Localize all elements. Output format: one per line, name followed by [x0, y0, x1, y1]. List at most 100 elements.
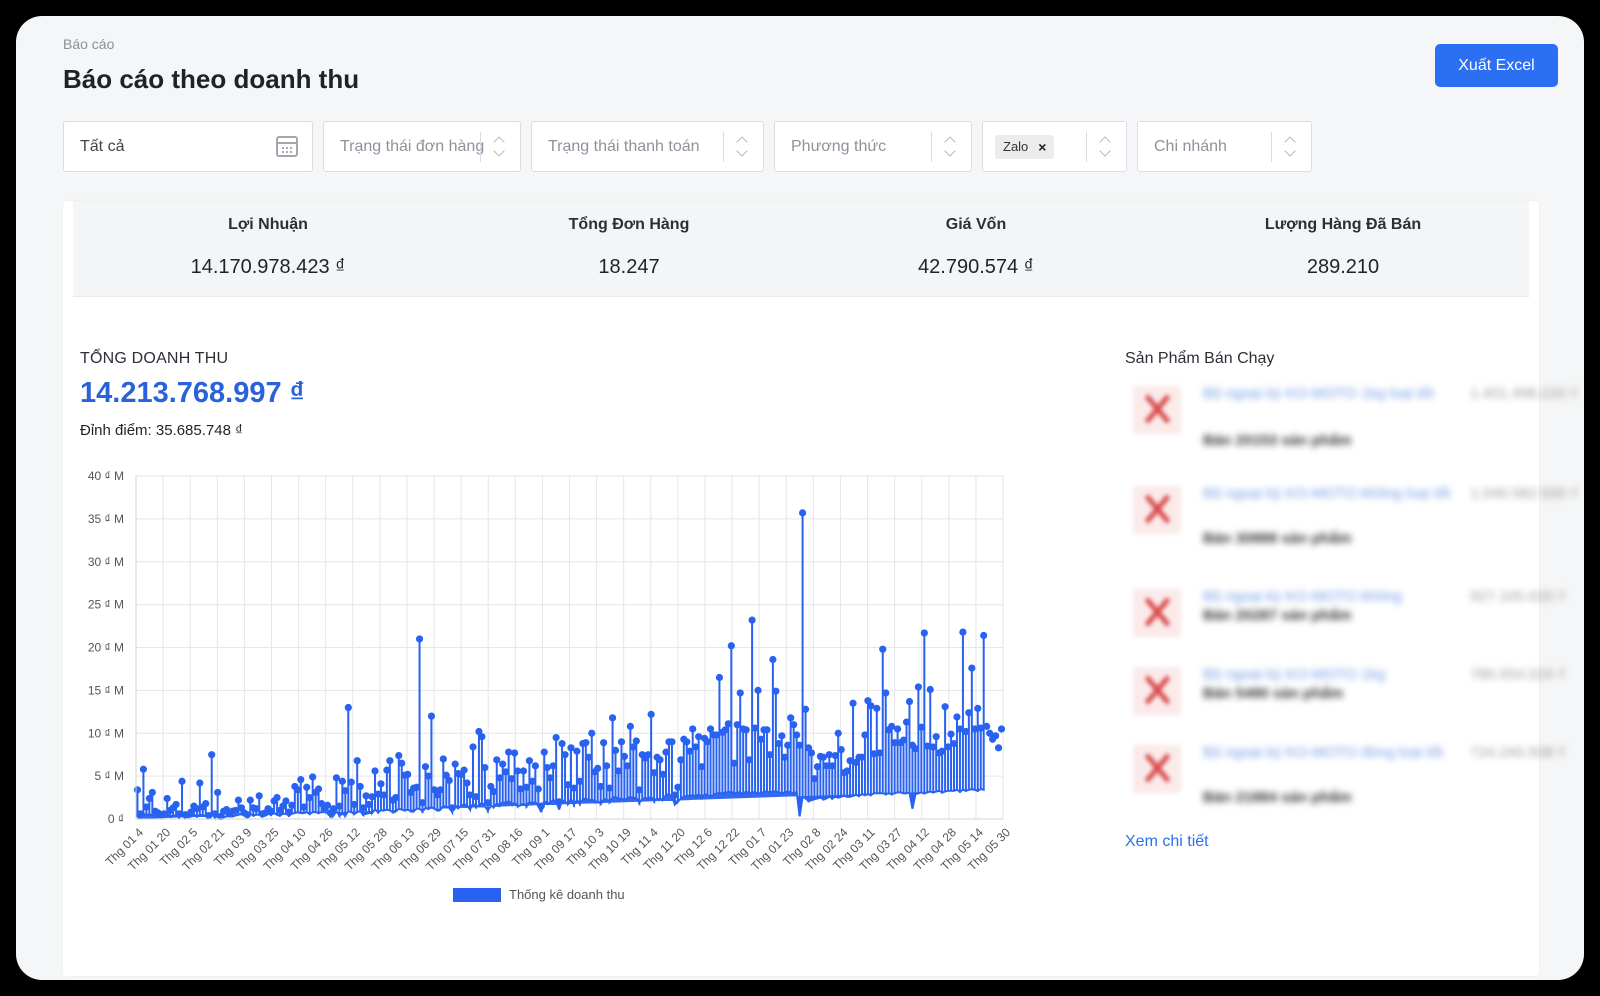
data-point[interactable]: [861, 731, 869, 739]
data-point[interactable]: [528, 777, 536, 785]
data-point[interactable]: [421, 763, 430, 771]
best-seller-item[interactable]: Bộ ngoại kỳ KO-MOTO không loại tốt 1.046…: [1125, 474, 1580, 550]
data-point[interactable]: [899, 736, 908, 744]
data-point[interactable]: [472, 793, 480, 801]
data-point[interactable]: [160, 810, 168, 818]
data-point[interactable]: [941, 703, 949, 711]
data-point[interactable]: [594, 764, 602, 773]
data-point[interactable]: [555, 798, 563, 806]
data-point[interactable]: [335, 802, 343, 810]
data-point[interactable]: [929, 743, 937, 751]
data-point[interactable]: [285, 808, 293, 816]
data-point[interactable]: [748, 616, 756, 624]
data-point[interactable]: [537, 802, 545, 810]
data-point[interactable]: [724, 720, 732, 728]
data-point[interactable]: [552, 733, 560, 742]
data-point[interactable]: [793, 731, 801, 739]
revenue-chart[interactable]: 0 ₫ 5 ₫ M 10 ₫ M 15 ₫ M 20 ₫ M 25 ₫ M 30 ₫ M 35…: [73, 451, 1023, 941]
data-point[interactable]: [597, 782, 605, 791]
data-point[interactable]: [543, 763, 551, 772]
data-point[interactable]: [733, 721, 741, 729]
data-point[interactable]: [570, 784, 578, 792]
data-point[interactable]: [502, 768, 510, 776]
data-point[interactable]: [211, 810, 219, 818]
payment-status-select[interactable]: Trạng thái thanh toán: [531, 121, 764, 172]
data-point[interactable]: [938, 747, 946, 755]
data-point[interactable]: [344, 703, 352, 712]
data-point[interactable]: [629, 743, 637, 751]
data-point[interactable]: [745, 756, 753, 764]
data-point[interactable]: [136, 810, 145, 818]
data-point[interactable]: [365, 800, 373, 809]
data-point[interactable]: [243, 811, 251, 819]
data-point[interactable]: [356, 782, 364, 791]
data-point[interactable]: [415, 635, 424, 643]
data-point[interactable]: [659, 770, 667, 779]
data-point[interactable]: [787, 714, 795, 722]
data-point[interactable]: [778, 732, 786, 740]
data-point[interactable]: [561, 751, 569, 759]
data-point[interactable]: [715, 673, 724, 682]
data-point[interactable]: [234, 796, 243, 804]
data-point[interactable]: [329, 805, 338, 813]
data-point[interactable]: [531, 762, 539, 770]
data-point[interactable]: [956, 725, 964, 733]
data-point[interactable]: [377, 780, 385, 788]
data-point[interactable]: [644, 751, 652, 759]
data-point[interactable]: [763, 726, 771, 734]
data-point[interactable]: [359, 804, 367, 812]
data-point[interactable]: [784, 741, 792, 749]
legend-label[interactable]: Thống kê doanh thu: [509, 887, 625, 902]
data-point[interactable]: [968, 664, 976, 672]
data-point[interactable]: [163, 794, 171, 803]
data-point[interactable]: [252, 805, 260, 813]
data-point[interactable]: [404, 770, 412, 779]
data-point[interactable]: [822, 762, 830, 770]
data-point[interactable]: [508, 775, 516, 783]
data-point[interactable]: [947, 730, 955, 738]
data-point[interactable]: [683, 738, 691, 746]
data-point[interactable]: [142, 803, 150, 811]
data-point[interactable]: [689, 725, 697, 733]
data-point[interactable]: [202, 799, 210, 808]
data-point[interactable]: [686, 747, 694, 755]
data-point[interactable]: [466, 791, 474, 799]
data-point[interactable]: [834, 729, 842, 737]
data-point[interactable]: [133, 786, 142, 794]
data-point[interactable]: [926, 685, 934, 694]
data-point[interactable]: [522, 783, 531, 791]
data-point[interactable]: [469, 743, 477, 751]
data-point[interactable]: [893, 725, 902, 733]
data-point[interactable]: [650, 769, 658, 777]
data-point[interactable]: [914, 683, 922, 691]
data-point[interactable]: [668, 738, 676, 746]
breadcrumb[interactable]: Báo cáo: [63, 36, 115, 52]
data-point[interactable]: [742, 726, 750, 734]
data-point[interactable]: [350, 800, 358, 809]
data-point[interactable]: [516, 785, 525, 793]
data-point[interactable]: [490, 787, 498, 796]
product-name-link[interactable]: Bộ ngoại kỳ KO-MOTO không: [1203, 588, 1402, 605]
data-point[interactable]: [870, 750, 878, 758]
data-point[interactable]: [825, 751, 833, 759]
data-point[interactable]: [807, 749, 816, 757]
data-point[interactable]: [306, 793, 314, 802]
data-point[interactable]: [172, 800, 180, 809]
data-point[interactable]: [499, 760, 507, 768]
data-point[interactable]: [332, 774, 341, 782]
best-seller-item[interactable]: Bộ ngoại kỳ KO-MOTO 1kg 786.554.024 ₫ Bá…: [1125, 655, 1580, 731]
data-point[interactable]: [418, 799, 427, 807]
data-point[interactable]: [463, 779, 471, 787]
data-point[interactable]: [983, 722, 991, 730]
data-point[interactable]: [519, 767, 528, 775]
data-point[interactable]: [632, 737, 640, 745]
data-point[interactable]: [751, 724, 759, 732]
data-point[interactable]: [585, 753, 593, 761]
data-point[interactable]: [962, 727, 970, 736]
data-point[interactable]: [849, 699, 857, 707]
data-point[interactable]: [267, 807, 275, 815]
data-point[interactable]: [873, 704, 881, 712]
data-point[interactable]: [564, 781, 572, 789]
data-point[interactable]: [412, 783, 421, 791]
product-name-link[interactable]: Bộ ngoại kỳ KO-MOTO không loại tốt: [1203, 485, 1451, 502]
